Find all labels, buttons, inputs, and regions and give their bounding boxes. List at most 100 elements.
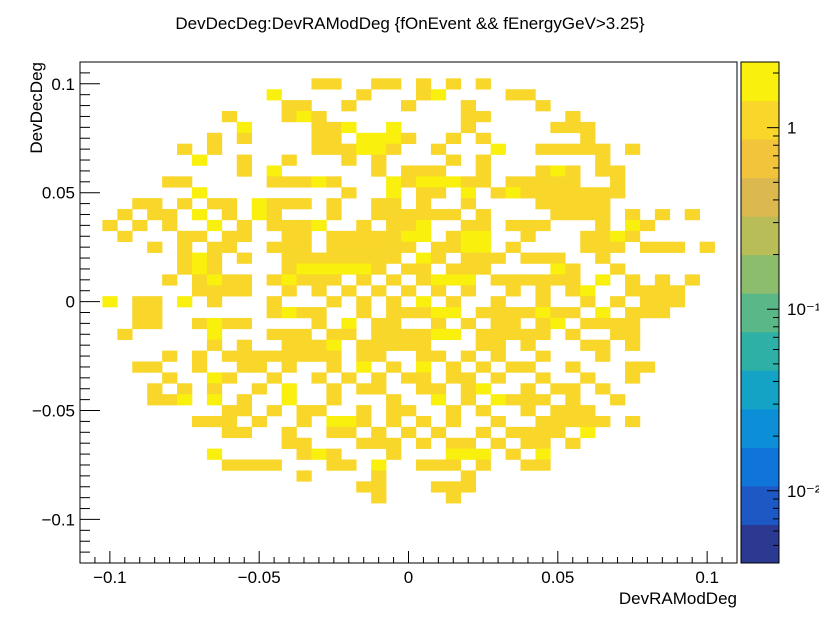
- heatmap-cell: [236, 459, 253, 471]
- heatmap-cell: [281, 198, 297, 210]
- heatmap-cell: [221, 405, 238, 417]
- heatmap-cell: [580, 121, 596, 134]
- heatmap-cell: [371, 492, 387, 504]
- heatmap-cell: [162, 372, 178, 384]
- heatmap-cell: [475, 219, 491, 232]
- heatmap-cell: [475, 383, 491, 395]
- heatmap-cell: [625, 209, 641, 221]
- heatmap-cell: [296, 230, 312, 243]
- heatmap-cell: [610, 394, 626, 406]
- heatmap-cell: [191, 361, 208, 373]
- heatmap-cell: [415, 187, 432, 199]
- heatmap-cell: [236, 361, 253, 373]
- heatmap-cell: [147, 296, 163, 308]
- heatmap-cell: [580, 230, 596, 243]
- heatmap-cell: [550, 383, 566, 395]
- heatmap-cell: [206, 317, 223, 330]
- heatmap-cell: [296, 437, 312, 449]
- heatmap-cell: [460, 219, 476, 232]
- heatmap-cell: [595, 165, 611, 177]
- heatmap-cell: [550, 252, 566, 264]
- heatmap-cell: [430, 89, 447, 101]
- heatmap-cell: [535, 252, 551, 264]
- heatmap-cell: [326, 415, 342, 428]
- heatmap-cell: [132, 317, 148, 330]
- heatmap-cell: [520, 219, 536, 232]
- heatmap-cell: [221, 241, 238, 253]
- heatmap-cell: [281, 437, 297, 449]
- heatmap-cell: [520, 328, 536, 341]
- heatmap-cell: [326, 198, 342, 210]
- heatmap-cell: [595, 274, 611, 286]
- heatmap-cell: [415, 372, 432, 384]
- heatmap-cell: [221, 230, 238, 243]
- heatmap-cell: [236, 350, 253, 362]
- heatmap-cell: [445, 154, 462, 166]
- heatmap-cell: [505, 394, 521, 406]
- heatmap-cell: [475, 252, 491, 264]
- heatmap-cell: [326, 132, 342, 144]
- heatmap-cell: [550, 307, 566, 319]
- heatmap-cell: [490, 296, 506, 308]
- heatmap-cell: [415, 274, 432, 286]
- heatmap-cell: [281, 154, 297, 166]
- heatmap-cell: [535, 328, 551, 341]
- heatmap-cell: [266, 296, 282, 308]
- heatmap-cell: [460, 241, 476, 253]
- heatmap-cell: [415, 176, 432, 188]
- heatmap-cell: [580, 415, 596, 428]
- heatmap-cell: [535, 394, 551, 406]
- heatmap-cell: [430, 328, 447, 341]
- heatmap-cell: [266, 219, 282, 232]
- heatmap-cell: [296, 274, 312, 286]
- heatmap-cell: [371, 165, 387, 177]
- heatmap-cell: [415, 263, 432, 275]
- heatmap-cell: [386, 176, 402, 188]
- heatmap-cell: [490, 252, 506, 264]
- heatmap-cell: [206, 198, 223, 210]
- heatmap-cell: [326, 339, 342, 351]
- heatmap-cell: [311, 405, 327, 417]
- heatmap-cell: [177, 230, 193, 243]
- heatmap-cell: [580, 198, 596, 210]
- heatmap-cell: [580, 143, 596, 155]
- heatmap-cell: [371, 143, 387, 155]
- heatmap-cell: [281, 241, 297, 253]
- heatmap-cell: [505, 361, 521, 373]
- heatmap-cell: [311, 274, 327, 286]
- heatmap-cell: [430, 350, 447, 362]
- heatmap-cell: [251, 209, 267, 221]
- heatmap-cell: [356, 89, 372, 101]
- x-tick-label: 0.05: [541, 568, 574, 587]
- heatmap-cell: [460, 187, 476, 199]
- heatmap-cell: [371, 263, 387, 275]
- heatmap-cell: [460, 198, 476, 210]
- heatmap-cell: [326, 350, 342, 362]
- heatmap-cell: [595, 350, 611, 362]
- heatmap-cell: [520, 252, 536, 264]
- heatmap-cell: [356, 252, 372, 264]
- heatmap-cell: [550, 274, 566, 286]
- heatmap-cell: [535, 165, 551, 177]
- heatmap-cell: [565, 285, 581, 297]
- heatmap-cell: [206, 143, 223, 155]
- heatmap-cell: [550, 187, 566, 199]
- chart-title: DevDecDeg:DevRAModDeg {fOnEvent && fEner…: [175, 14, 644, 33]
- heatmap-cell: [326, 459, 342, 471]
- x-axis-label: DevRAModDeg: [619, 589, 737, 608]
- heatmap-cell: [565, 187, 581, 199]
- heatmap-cell: [475, 230, 491, 243]
- heatmap-cell: [206, 328, 223, 341]
- heatmap-cell: [625, 415, 641, 428]
- heatmap-cell: [206, 339, 223, 351]
- heatmap-cell: [281, 383, 297, 395]
- heatmap-cell: [460, 121, 476, 134]
- heatmap-cell: [311, 307, 327, 319]
- heatmap-cell: [475, 154, 491, 166]
- heatmap-cell: [191, 263, 208, 275]
- heatmap-cell: [341, 252, 357, 264]
- heatmap-cell: [147, 241, 163, 253]
- heatmap-cell: [490, 187, 506, 199]
- heatmap-cell: [580, 187, 596, 199]
- heatmap-cell: [132, 296, 148, 308]
